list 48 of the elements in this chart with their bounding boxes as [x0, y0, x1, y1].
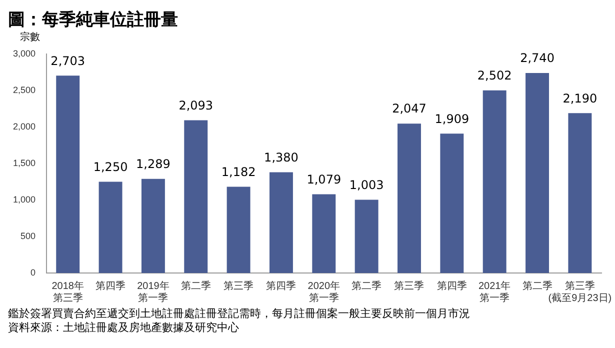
x-tick-label: 第四季	[266, 280, 296, 292]
x-tick-label: 2019年第一季	[137, 280, 170, 304]
bar	[184, 120, 208, 273]
x-tick-label: 第三季	[224, 280, 254, 292]
bar	[226, 186, 250, 273]
data-label: 1,079	[306, 172, 342, 186]
data-label: 2,703	[50, 54, 86, 68]
bar	[568, 113, 592, 273]
x-tick-label: 2020年第一季	[308, 280, 340, 304]
data-label: 1,250	[93, 160, 128, 174]
bar	[398, 124, 421, 273]
y-tick-label: 3,000	[12, 48, 36, 58]
text: 鑑於簽署買賣合約至遞交到土地註冊處註冊登記需時，每月註冊個案一般主要反映前一個月市況	[8, 307, 471, 321]
bar	[526, 72, 550, 273]
data-label: 1,182	[221, 164, 256, 179]
bar	[482, 90, 506, 273]
y-tick-label: 2,000	[12, 121, 36, 132]
bar	[312, 194, 336, 273]
source-note: 資料來源：土地註冊處及房地產數據及研究中心	[8, 321, 240, 335]
data-label: 1,289	[136, 157, 170, 172]
x-tick-label: 第二季	[352, 280, 382, 292]
bar	[141, 178, 165, 273]
data-label: 2,740	[520, 51, 554, 66]
x-tick-label: 第三季	[394, 280, 424, 292]
x-tick-label: 2018年第三季	[52, 280, 84, 304]
data-label: 1,003	[349, 178, 384, 192]
x-tick-label: 第四季	[96, 280, 126, 292]
data-label: 2,047	[392, 102, 426, 116]
bar	[440, 134, 464, 273]
x-tick-label: 第四季	[436, 280, 467, 292]
data-label: 2,093	[178, 98, 214, 112]
y-tick-label: 2,500	[12, 84, 36, 95]
data-label: 1,380	[264, 150, 298, 164]
data-label: 2,502	[477, 68, 512, 82]
bar	[98, 182, 122, 273]
x-tick-label: 2021年第一季	[478, 280, 511, 304]
data-label: 2,190	[562, 91, 598, 106]
x-tick-label: 第二季	[180, 280, 211, 292]
chart-title: 圖：每季純車位註冊量	[7, 9, 179, 32]
y-axis-title: 宗數	[20, 30, 40, 44]
y-tick-label: 1,500	[12, 158, 36, 168]
bar	[56, 76, 80, 273]
y-tick-label: 1,000	[12, 194, 36, 204]
bar	[354, 200, 378, 273]
y-tick-label: 0	[30, 267, 36, 278]
y-tick-label: 500	[20, 230, 36, 241]
bar	[269, 172, 293, 273]
data-label: 1,909	[434, 112, 470, 126]
